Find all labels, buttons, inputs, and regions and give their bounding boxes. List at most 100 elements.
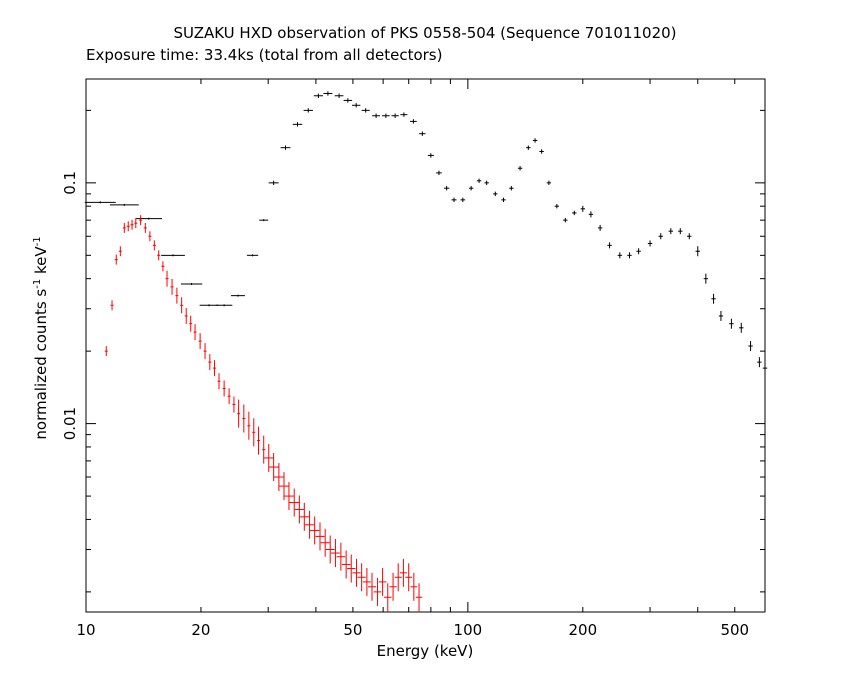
data-point [668,228,674,235]
data-point [109,203,139,206]
data-point [104,346,108,357]
data-point [175,287,179,304]
data-point [399,558,407,587]
data-point [484,180,489,186]
data-point [212,360,216,377]
data-point [400,112,408,117]
data-point [501,197,506,203]
data-point [493,191,498,197]
data-point [378,567,387,596]
data-point [627,252,632,259]
data-point [161,254,185,257]
data-point [729,318,734,329]
data-point [419,131,426,136]
data-point [372,113,380,118]
x-tick-label: 200 [568,621,597,639]
data-point [405,563,413,592]
data-point [347,554,356,583]
data-point [320,528,330,557]
data-point [597,224,603,231]
data-point [165,270,169,287]
data-point [362,567,371,596]
data-point [242,404,246,433]
data-point [273,463,284,492]
data-point [161,261,165,272]
data-point [268,453,279,482]
data-point [304,510,315,539]
data-point [289,488,300,517]
data-point [580,205,586,212]
data-point [336,542,346,571]
data-point [588,211,594,218]
data-point [292,122,303,127]
data-point [143,222,147,233]
data-point [280,145,291,150]
data-point [152,240,156,251]
data-point [394,563,402,592]
x-tick-label: 500 [720,621,749,639]
data-point [198,333,202,350]
data-point [352,558,361,587]
data-point [126,221,130,232]
data-point [323,91,333,96]
data-point [189,315,193,332]
data-point [217,373,221,390]
data-point [427,153,434,158]
series-0 [84,91,768,374]
data-point [227,388,231,405]
data-point [748,341,753,352]
data-point [368,572,376,601]
x-axis: 10 20 50 100 200 500 [76,79,766,639]
data-point [310,516,320,545]
data-point [148,231,152,242]
y-tick-label: 0.01 [61,407,79,440]
data-point [647,240,653,247]
data-point [695,246,700,257]
data-point [122,222,126,233]
data-point [247,411,251,440]
data-point [237,399,241,428]
y-axis-label-exp2: -1 [32,236,43,246]
data-point [384,583,392,612]
data-point [343,98,353,103]
data-point [391,113,399,118]
data-point [687,233,692,240]
data-point [617,252,623,259]
data-point [118,246,122,257]
data-point [563,217,568,223]
chart-subtitle: Exposure time: 33.4ks (total from all de… [86,46,442,64]
y-axis-label-exp1: -1 [32,279,43,289]
data-point [517,166,523,171]
data-point [415,583,423,612]
data-point [203,343,207,360]
data-point [135,217,162,220]
data-point [334,93,344,98]
data-point [232,396,236,413]
data-point [215,304,233,307]
data-point [246,254,259,257]
data-point [410,572,418,601]
data-point [636,248,641,255]
x-tick-label: 50 [343,621,362,639]
data-point [703,273,709,284]
data-point [84,201,116,204]
data-point [193,324,197,341]
data-point [460,197,466,203]
data-point [361,108,370,113]
data-point [389,572,397,601]
plot-border [85,78,766,613]
data-point [303,108,313,113]
data-point [331,539,340,568]
chart-title: SUZAKU HXD observation of PKS 0558-504 (… [173,24,676,42]
series-1 [104,215,423,612]
data-point [184,307,188,324]
data-point [284,482,294,511]
data-point [110,300,114,311]
data-point [554,203,560,209]
y-axis-label-mid: keV [32,246,50,279]
data-point [373,577,382,606]
data-point [572,210,577,216]
data-point [114,254,118,265]
data-point [180,283,203,286]
